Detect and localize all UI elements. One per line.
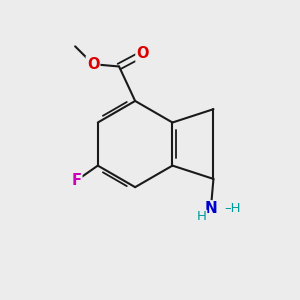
Text: O: O	[87, 57, 99, 72]
Text: H: H	[197, 210, 207, 224]
Text: O: O	[136, 46, 149, 62]
Text: F: F	[71, 173, 81, 188]
Text: N: N	[205, 201, 217, 216]
Text: –H: –H	[224, 202, 241, 215]
